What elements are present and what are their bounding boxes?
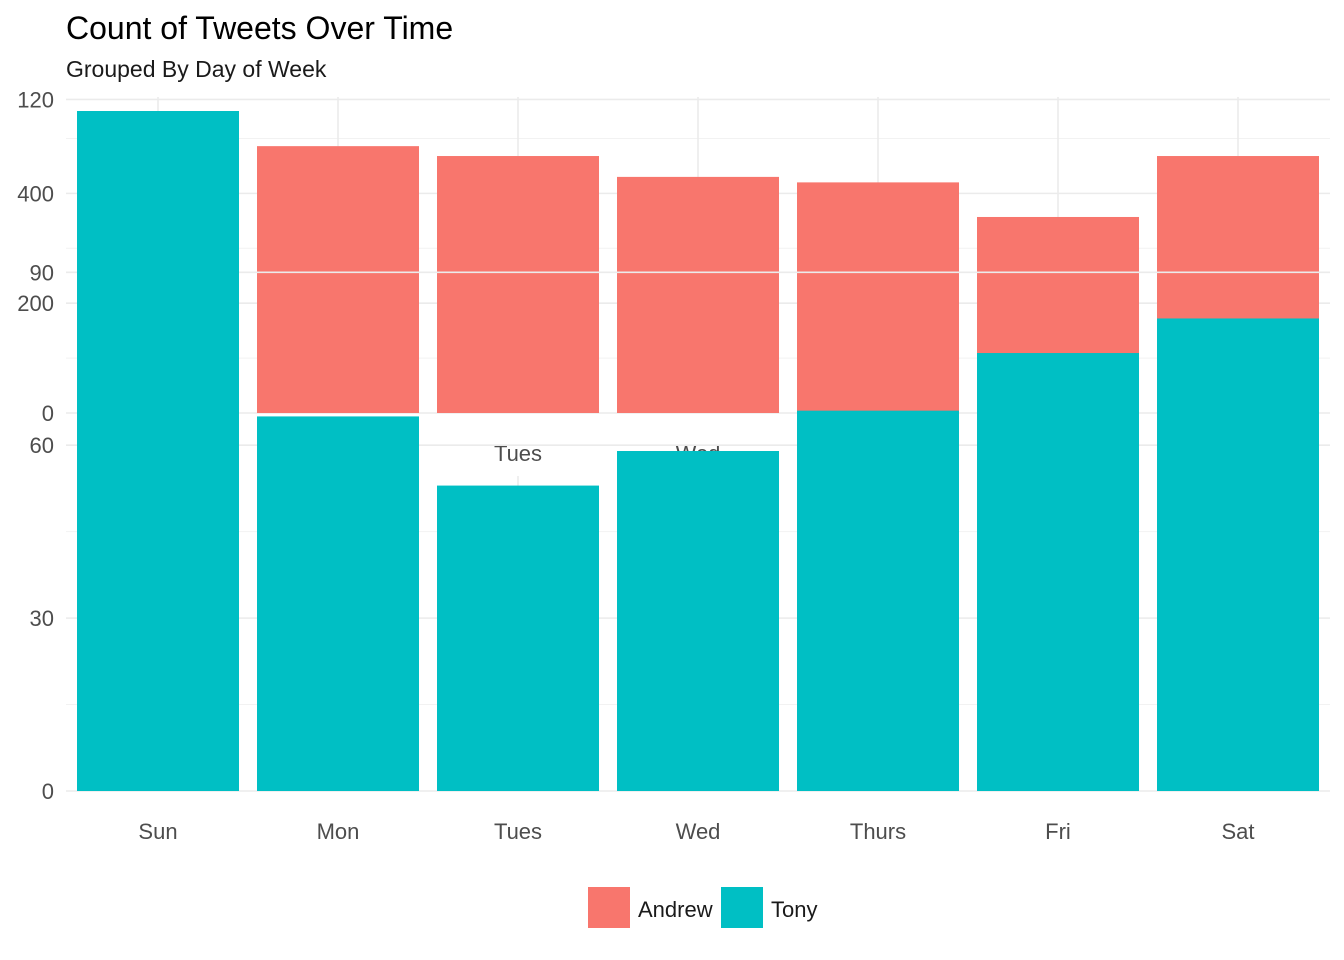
legend-label-andrew: Andrew [638, 897, 713, 922]
bar-andrew-mon [257, 146, 419, 413]
bar-tony-thurs [797, 410, 959, 791]
bar-tony-mon [257, 416, 419, 791]
x-tick-label: Mon [317, 819, 360, 844]
chart-title: Count of Tweets Over Time [66, 10, 454, 46]
y-tick-label: 60 [30, 433, 54, 458]
legend-label-tony: Tony [771, 897, 817, 922]
bar-tony-tues [437, 485, 599, 791]
y-tick-label: 200 [17, 291, 54, 316]
bar-tony-fri [977, 353, 1139, 791]
bar-andrew-thurs [797, 182, 959, 413]
x-tick-label: Wed [676, 819, 721, 844]
y-tick-label: 0 [42, 779, 54, 804]
bar-andrew-wed [617, 176, 779, 413]
bar-tony-sat [1157, 318, 1319, 791]
x-tick-label: Sat [1221, 819, 1254, 844]
x-tick-label: Fri [1045, 819, 1071, 844]
y-tick-label: 400 [17, 181, 54, 206]
bar-andrew-tues [437, 156, 599, 413]
y-tick-label: 30 [30, 606, 54, 631]
y-tick-label: 120 [17, 87, 54, 112]
x-tick-label: Sun [138, 819, 177, 844]
x-tick-label: Thurs [850, 819, 906, 844]
legend-swatch-tony [721, 887, 763, 928]
bar-tony-sun [77, 111, 239, 791]
x-tick-label: Tues [494, 819, 542, 844]
y-tick-label: 0 [42, 401, 54, 426]
bar-tony-wed [617, 451, 779, 791]
y-tick-label: 90 [30, 260, 54, 285]
legend-swatch-andrew [588, 887, 630, 928]
chart-subtitle: Grouped By Day of Week [66, 56, 327, 82]
